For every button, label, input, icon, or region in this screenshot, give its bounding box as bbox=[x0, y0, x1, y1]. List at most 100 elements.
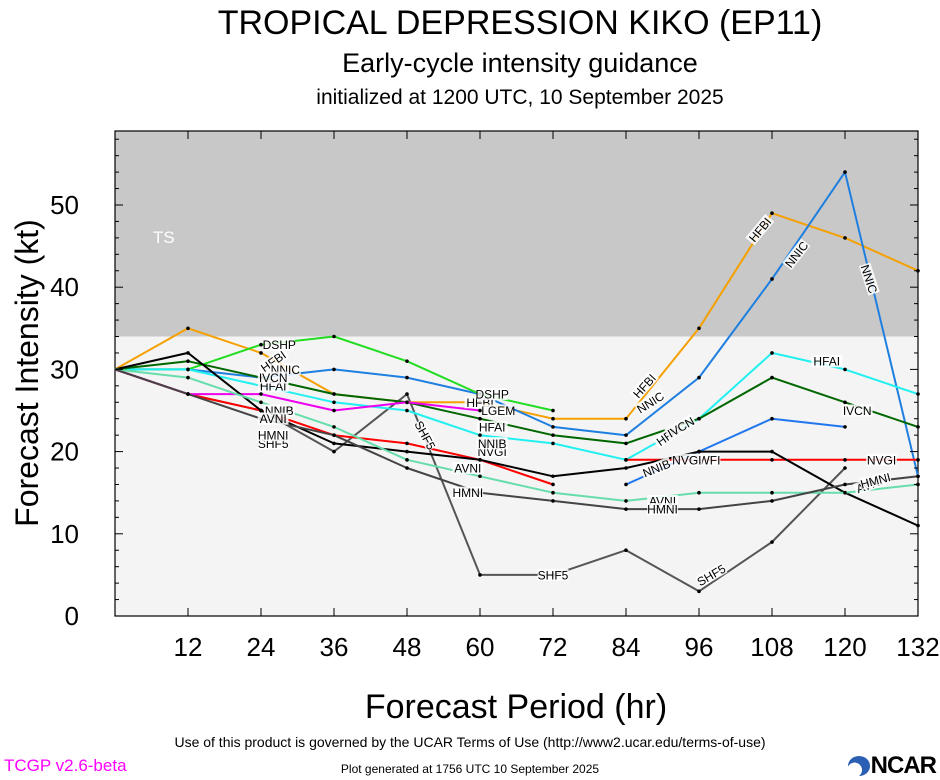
series-point-nnib bbox=[478, 458, 482, 462]
series-point-hfai bbox=[405, 408, 409, 413]
series-label-ivcn: IVCN bbox=[841, 404, 873, 418]
ncar-logo-icon bbox=[847, 756, 870, 776]
series-label-bg bbox=[257, 412, 289, 425]
series-point-nvgi bbox=[551, 482, 555, 487]
series-label-bg bbox=[476, 420, 508, 433]
x-axis-label: Forecast Period (hr) bbox=[365, 688, 667, 726]
series-point-lgem bbox=[405, 400, 409, 405]
series-label-bg bbox=[537, 568, 569, 581]
series-point-nvgi bbox=[916, 458, 920, 462]
series-point-shf5 bbox=[332, 449, 336, 454]
series-point-ivcn bbox=[843, 400, 847, 405]
series-point-hmni bbox=[697, 507, 701, 511]
series-point-hfai bbox=[843, 367, 847, 372]
series-label-text-nnib: NNIB bbox=[478, 437, 507, 451]
series-label-text-dshp: DSHP bbox=[475, 388, 508, 402]
series-line-hfai bbox=[115, 351, 919, 461]
series-point-nvgi bbox=[843, 458, 847, 462]
series-label-text-nvgi: NVGI bbox=[672, 453, 701, 467]
series-point-nnib bbox=[624, 466, 628, 470]
series-point-nnic bbox=[405, 375, 409, 380]
series-point-hmni bbox=[624, 507, 628, 511]
series-label-text-avni: AVNI bbox=[454, 462, 481, 476]
x-tick-label: 96 bbox=[685, 632, 714, 662]
series-point-ivcn bbox=[186, 359, 190, 363]
version-label: TCGP v2.6-beta bbox=[4, 756, 127, 775]
x-tick-label: 120 bbox=[823, 632, 866, 662]
series-point-shf5 bbox=[478, 573, 482, 577]
series-label-hmni: HMNI bbox=[452, 486, 484, 500]
series-point-nvgi bbox=[624, 458, 628, 462]
series-label-bg bbox=[647, 503, 678, 516]
plot-frame bbox=[114, 130, 919, 617]
x-tick-label: 72 bbox=[539, 632, 568, 662]
series-point-hfbi bbox=[259, 351, 263, 355]
series-point-avni bbox=[551, 490, 555, 495]
series-label-text-lgem: LGEM bbox=[481, 404, 515, 418]
series-point-avni bbox=[332, 425, 336, 429]
x-tick-label: 24 bbox=[247, 632, 276, 662]
series-label-dshp: DSHP bbox=[475, 388, 508, 402]
y-tick-label: 10 bbox=[50, 519, 79, 549]
ncar-logo: NCAR bbox=[847, 752, 937, 780]
series-label-bg bbox=[482, 404, 514, 417]
chart-title: TROPICAL DEPRESSION KIKO (EP11) bbox=[218, 4, 823, 42]
series-point-hmni bbox=[332, 433, 336, 437]
series-point-hmni bbox=[770, 499, 774, 503]
series-label-nnib: NNIB bbox=[476, 437, 508, 451]
series-point-nvgi bbox=[770, 458, 774, 462]
series-label-hmni: HMNI bbox=[647, 503, 678, 517]
series-label-bg bbox=[811, 355, 843, 368]
series-point-hmni bbox=[551, 499, 555, 503]
series-point-hwfi bbox=[843, 425, 847, 429]
series-point-nnic bbox=[843, 170, 847, 174]
series-label-avni: AVNI bbox=[452, 462, 484, 476]
axes: 12 24 36 48 60 72 84 96 108 120 132 0 10 20 30 40 50 bbox=[50, 131, 940, 662]
series-label-bg bbox=[257, 347, 290, 375]
series-point-nnic bbox=[770, 277, 774, 281]
plot-generated-time: Plot generated at 1756 UTC 10 September … bbox=[340, 762, 600, 776]
series-label-bg bbox=[858, 470, 892, 491]
series-point-avni bbox=[624, 499, 628, 503]
series-point-avni bbox=[259, 400, 263, 405]
series-point-nnib bbox=[405, 449, 409, 454]
chart-init-time: initialized at 1200 UTC, 10 September 20… bbox=[316, 86, 723, 109]
series-label-text-hfai: HFAI bbox=[813, 355, 840, 369]
series-label-bg bbox=[745, 213, 775, 246]
series-point-hfbi bbox=[697, 326, 701, 331]
y-tick-label: 20 bbox=[50, 437, 79, 467]
series-point-ivcn bbox=[697, 416, 701, 421]
series-point-avni bbox=[478, 474, 482, 479]
series-point-hfai bbox=[478, 433, 482, 437]
y-tick-label: 40 bbox=[50, 272, 79, 302]
x-tick-label: 12 bbox=[174, 632, 203, 662]
series-point-hfbi bbox=[770, 211, 774, 216]
series-label-text-hmni: HMNI bbox=[258, 429, 289, 443]
series-point-avni bbox=[697, 490, 701, 495]
terms-of-use: Use of this product is governed by the U… bbox=[174, 734, 766, 750]
series-label-bg bbox=[694, 562, 728, 588]
series-line-nnib bbox=[114, 351, 919, 527]
series-point-shf5 bbox=[405, 392, 409, 396]
series-point-dshp bbox=[551, 408, 555, 413]
series-point-nnic bbox=[332, 367, 336, 372]
series-label-ivcn: IVCN bbox=[257, 371, 289, 385]
series-point-nnib bbox=[551, 474, 555, 479]
series-point-lgem bbox=[259, 392, 263, 396]
x-tick-label: 108 bbox=[750, 632, 793, 662]
series-label-bg bbox=[639, 456, 673, 480]
series-point-ivcn bbox=[624, 441, 628, 446]
ncar-logo-text: NCAR bbox=[870, 752, 937, 779]
series-label-bg bbox=[671, 453, 703, 466]
x-tick-label: 132 bbox=[896, 632, 939, 662]
intensity-bands: TS bbox=[115, 131, 918, 616]
series-label-bg bbox=[866, 453, 897, 466]
series-label-bg bbox=[858, 262, 880, 296]
series-point-nnib bbox=[916, 523, 920, 528]
series-label-bg bbox=[257, 429, 289, 442]
series-point-ivcn bbox=[916, 425, 920, 429]
x-tick-label: 84 bbox=[612, 632, 641, 662]
series-point-hfbi bbox=[551, 416, 555, 421]
series-line-ivcn bbox=[114, 360, 919, 445]
